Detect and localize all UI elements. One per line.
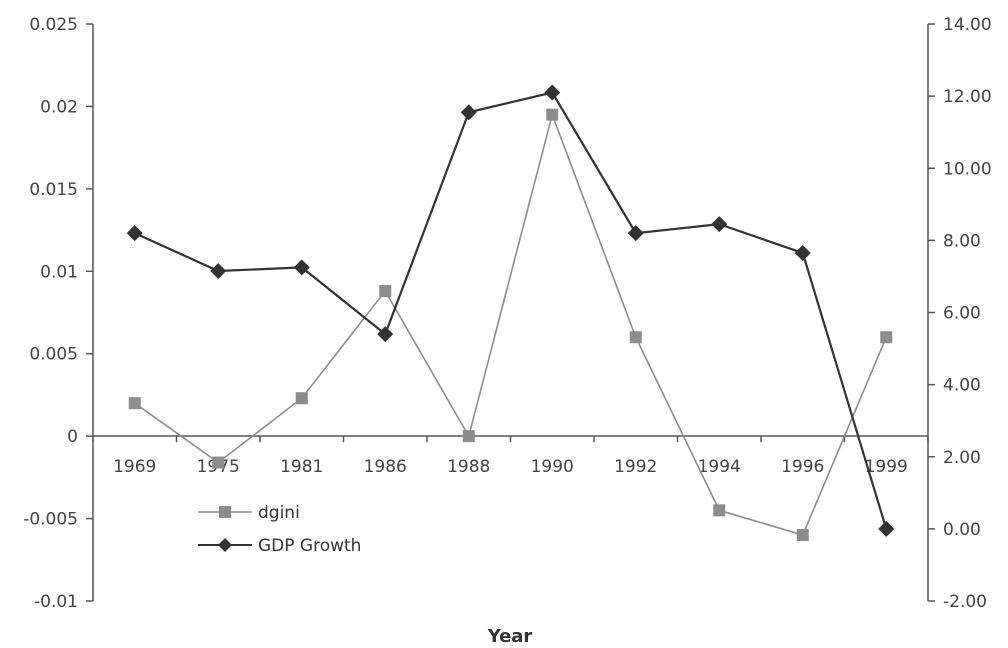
right-tick-label: -2.00 [943, 592, 987, 612]
data-point-dgini [295, 392, 308, 405]
x-tick-label: 1981 [280, 457, 323, 477]
data-point-dgini [379, 285, 392, 298]
right-tick-label: 12.00 [943, 87, 992, 107]
left-tick-label: 0.015 [29, 180, 78, 200]
x-tick-label: 1986 [364, 457, 407, 477]
legend-gdp-marker [218, 538, 232, 552]
data-point-dgini [462, 430, 475, 443]
x-tick-label: 1992 [614, 457, 657, 477]
right-tick-label: 4.00 [943, 376, 981, 396]
left-tick-label: -0.01 [34, 592, 78, 612]
right-tick-label: 8.00 [943, 231, 981, 251]
legend-gdp-label: GDP Growth [258, 536, 361, 556]
data-point-dgini [629, 331, 642, 344]
legend-item-gdp-growth: GDP Growth [198, 536, 361, 556]
data-point-dgini [713, 504, 726, 517]
x-axis-title: Year [487, 626, 533, 647]
x-tick-label: 1994 [698, 457, 741, 477]
x-tick-label: 1988 [447, 457, 490, 477]
data-point-gdp-growth [460, 104, 477, 121]
data-point-gdp-growth [293, 259, 310, 276]
data-point-gdp-growth [544, 84, 561, 101]
data-point-dgini [212, 456, 225, 469]
left-tick-label: 0 [67, 427, 78, 447]
data-point-dgini [128, 397, 141, 410]
left-tick-label: 0.025 [29, 15, 78, 35]
series-line-dgini [134, 112, 887, 537]
right-tick-label: 2.00 [943, 448, 981, 468]
data-point-gdp-growth [711, 216, 728, 233]
left-tick-label: 0.02 [40, 97, 78, 117]
legend: dgini GDP Growth [198, 503, 361, 556]
data-point-gdp-growth [210, 263, 227, 280]
series-line-gdp-growth [134, 91, 888, 530]
data-point-gdp-growth [126, 225, 143, 242]
data-point-gdp-growth [627, 225, 644, 242]
x-tick-label: 1969 [113, 457, 156, 477]
data-point-dgini [880, 331, 893, 344]
x-tick-label: 1999 [865, 457, 908, 477]
legend-dgini-label: dgini [258, 503, 300, 523]
right-axis-ticks: 14.00 12.00 10.00 8.00 6.00 4.00 2.00 0.00 -2.00 [928, 15, 992, 612]
data-point-dgini [546, 108, 559, 121]
data-point-gdp-growth [794, 244, 811, 261]
legend-dgini-marker [219, 506, 231, 518]
x-tick-label: 1996 [781, 457, 824, 477]
right-tick-label: 0.00 [943, 520, 981, 540]
legend-item-dgini: dgini [198, 503, 300, 523]
left-tick-label: 0.005 [29, 345, 78, 365]
data-point-dgini [796, 529, 809, 542]
data-point-gdp-growth [878, 520, 895, 537]
axes [92, 24, 929, 601]
series-layer [126, 84, 895, 542]
left-tick-label: 0.01 [40, 262, 78, 282]
x-tick-label: 1990 [531, 457, 574, 477]
left-axis-ticks: 0.025 0.02 0.015 0.01 0.005 0 -0.005 -0.01 [23, 15, 93, 612]
right-tick-label: 6.00 [943, 304, 981, 324]
x-axis-ticks: 1969197519811986198819901992199419961999 [92, 436, 929, 477]
data-point-gdp-growth [377, 326, 394, 343]
right-tick-label: 14.00 [943, 15, 992, 35]
left-tick-label: -0.005 [23, 510, 78, 530]
right-tick-label: 10.00 [943, 159, 992, 179]
